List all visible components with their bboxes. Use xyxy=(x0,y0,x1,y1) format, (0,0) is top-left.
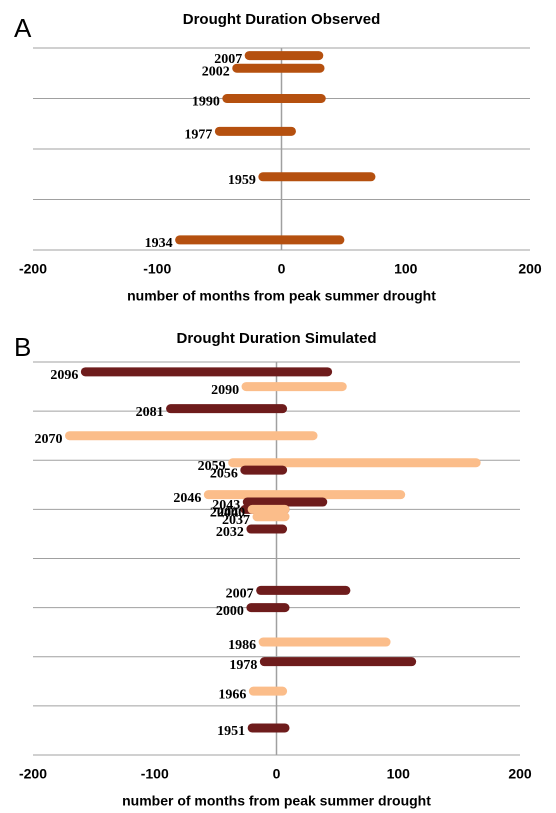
x-tick-label: 200 xyxy=(518,261,542,277)
x-tick-label: -100 xyxy=(143,261,171,277)
chart-title: Drought Duration Simulated xyxy=(177,330,377,347)
bar-label: 1934 xyxy=(145,236,173,251)
bar-label: 1986 xyxy=(228,638,256,653)
bar-label: 2002 xyxy=(202,64,230,79)
bar-label: 2040 xyxy=(210,506,238,521)
bar-label: 1978 xyxy=(229,658,257,673)
bar-label: 1966 xyxy=(218,687,246,702)
bar-label: 1951 xyxy=(217,724,245,739)
bar-label: 2032 xyxy=(216,525,244,540)
x-tick-label: 100 xyxy=(394,261,418,277)
panel-label: B xyxy=(14,332,31,362)
bar-label: 2007 xyxy=(226,587,254,602)
bar-label: 2059 xyxy=(198,459,226,474)
x-tick-label: -200 xyxy=(19,261,47,277)
bar-label: 1959 xyxy=(228,173,256,188)
x-tick-label: 0 xyxy=(273,766,281,782)
bar-label: 2090 xyxy=(211,383,239,398)
x-axis-label: number of months from peak summer drough… xyxy=(122,793,431,809)
bar-label: 2000 xyxy=(216,604,244,619)
x-tick-label: 200 xyxy=(508,766,532,782)
bar-label: 2046 xyxy=(173,491,201,506)
bar-label: 2096 xyxy=(50,368,78,383)
bar-label: 2056 xyxy=(210,466,238,481)
bar-label: 2007 xyxy=(214,52,242,67)
x-axis-label: number of months from peak summer drough… xyxy=(127,288,436,304)
x-tick-label: -200 xyxy=(19,766,47,782)
panel-label: A xyxy=(14,13,32,43)
bar-label: 1990 xyxy=(192,95,220,110)
chart-title: Drought Duration Observed xyxy=(183,11,381,28)
bar-label: 2043 xyxy=(212,498,240,513)
bar-label: 1977 xyxy=(184,128,212,143)
bar-label: 2037 xyxy=(222,513,250,528)
x-tick-label: -100 xyxy=(141,766,169,782)
bar-label: 2081 xyxy=(136,405,164,420)
bar-label: 2070 xyxy=(35,432,63,447)
bar-label: 2040 xyxy=(217,506,245,521)
x-tick-label: 100 xyxy=(387,766,411,782)
x-tick-label: 0 xyxy=(278,261,286,277)
